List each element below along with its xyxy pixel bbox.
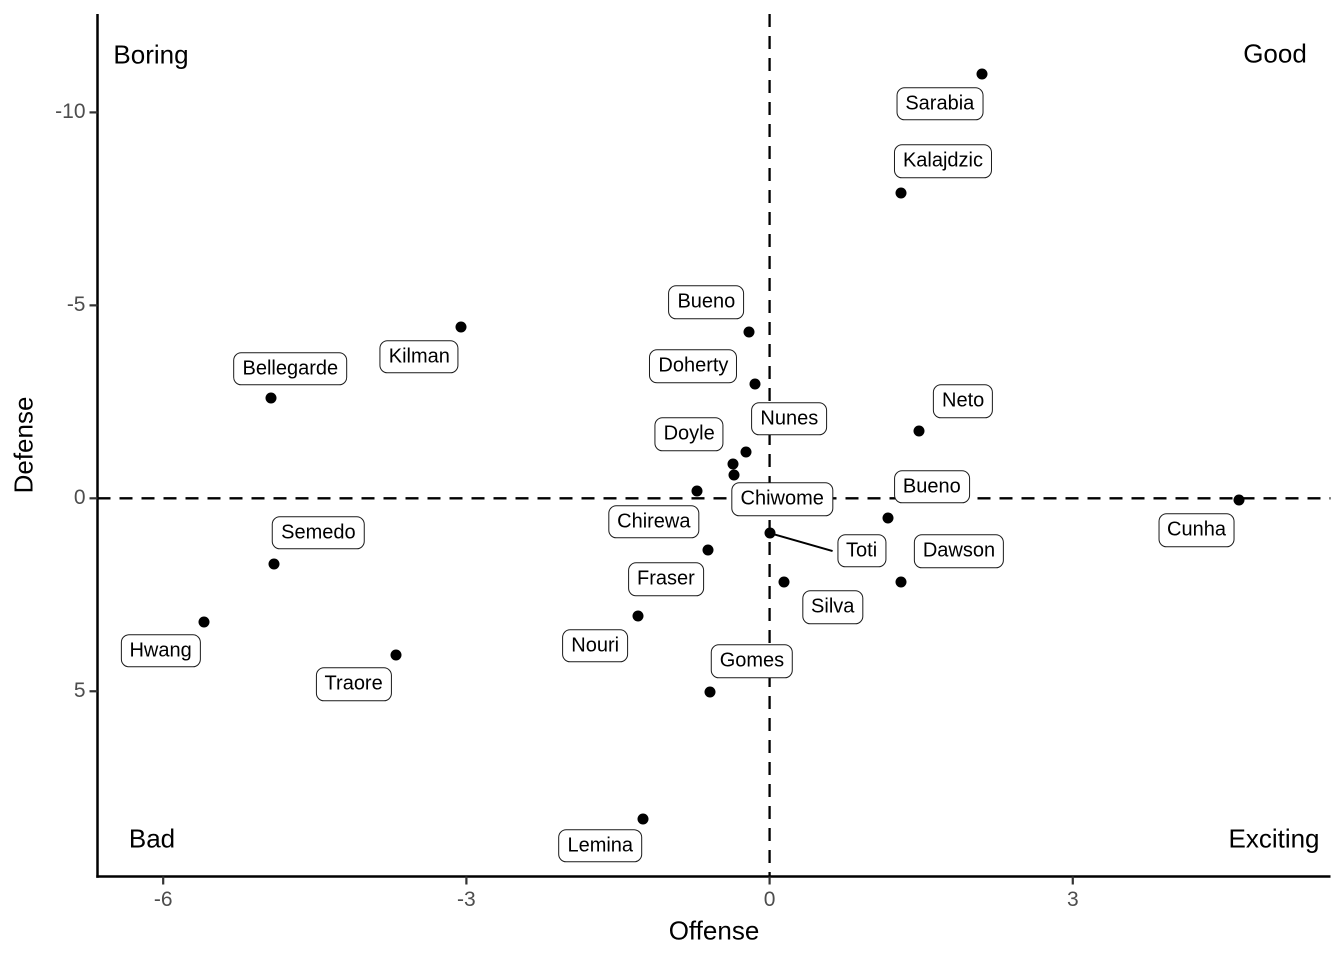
quadrant-label-bad: Bad (128, 823, 176, 854)
x-axis-title: Offense (668, 915, 760, 946)
quadrant-label-boring: Boring (113, 39, 189, 70)
quadrant-label-exciting: Exciting (1228, 823, 1320, 854)
y-axis-title: Defense (8, 396, 39, 494)
quadrant-label-good: Good (1243, 38, 1307, 69)
label-connector-line (769, 532, 833, 553)
